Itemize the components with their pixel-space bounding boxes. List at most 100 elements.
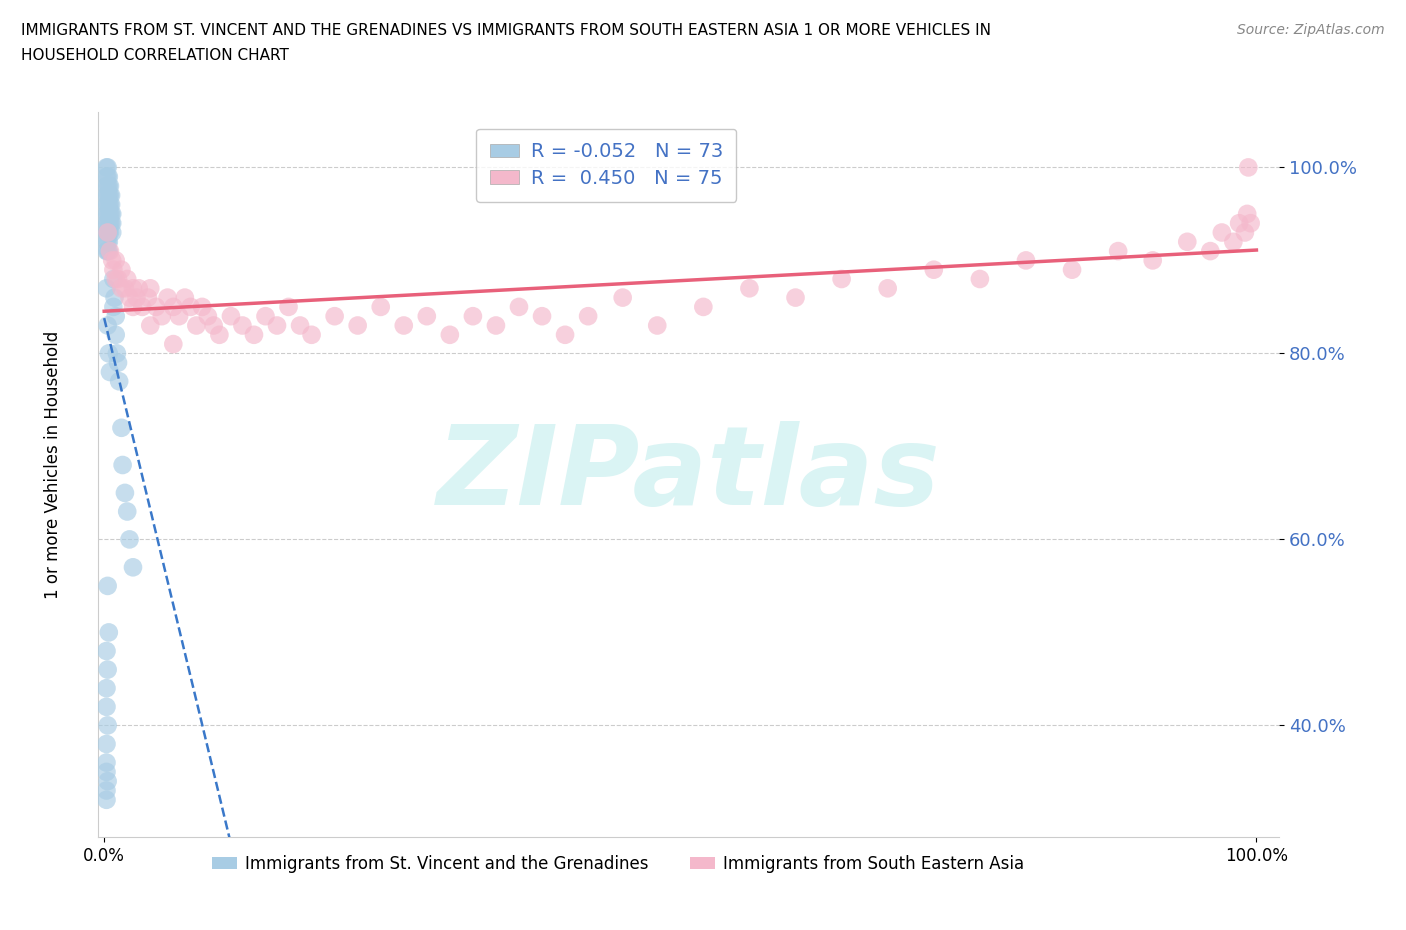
Point <box>118 290 141 305</box>
Point <box>485 318 508 333</box>
Point <box>576 309 599 324</box>
Point <box>231 318 253 333</box>
Point <box>97 216 120 231</box>
Point <box>136 290 159 305</box>
Point <box>266 318 288 333</box>
Point <box>97 244 120 259</box>
Point <box>1236 206 1258 221</box>
Point <box>122 560 145 575</box>
Point <box>103 272 125 286</box>
Point <box>202 318 225 333</box>
Point <box>118 532 141 547</box>
Point <box>692 299 714 314</box>
Point <box>738 281 761 296</box>
Point <box>96 216 118 231</box>
Point <box>97 718 120 733</box>
Point <box>97 225 120 240</box>
Point <box>110 420 132 435</box>
Point <box>96 699 118 714</box>
Point <box>301 327 323 342</box>
Point <box>508 299 530 314</box>
Point <box>98 216 121 231</box>
Point <box>1142 253 1164 268</box>
Point <box>103 262 125 277</box>
Point <box>831 272 853 286</box>
Point <box>97 662 120 677</box>
Point <box>111 458 134 472</box>
Point <box>97 206 120 221</box>
Point <box>96 234 118 249</box>
Point <box>96 783 118 798</box>
Point <box>96 755 118 770</box>
Point <box>876 281 898 296</box>
Point <box>180 299 202 314</box>
Point <box>1233 225 1256 240</box>
Point <box>531 309 554 324</box>
Legend: Immigrants from St. Vincent and the Grenadines, Immigrants from South Eastern As: Immigrants from St. Vincent and the Gren… <box>205 848 1031 880</box>
Point <box>101 206 124 221</box>
Point <box>97 225 120 240</box>
Text: HOUSEHOLD CORRELATION CHART: HOUSEHOLD CORRELATION CHART <box>21 48 290 63</box>
Point <box>97 225 120 240</box>
Point <box>100 216 122 231</box>
Point <box>97 625 120 640</box>
Point <box>156 290 179 305</box>
Point <box>98 197 121 212</box>
Point <box>969 272 991 286</box>
Point <box>103 299 125 314</box>
Point <box>114 281 136 296</box>
Point <box>370 299 392 314</box>
Point <box>162 299 184 314</box>
Point <box>439 327 461 342</box>
Text: Source: ZipAtlas.com: Source: ZipAtlas.com <box>1237 23 1385 37</box>
Point <box>97 179 120 193</box>
Point <box>97 346 120 361</box>
Point <box>1227 216 1250 231</box>
Point <box>612 290 634 305</box>
Point <box>97 216 120 231</box>
Point <box>96 188 118 203</box>
Text: 1 or more Vehicles in Household: 1 or more Vehicles in Household <box>45 331 62 599</box>
Point <box>186 318 208 333</box>
Point <box>100 188 122 203</box>
Point <box>122 281 145 296</box>
Point <box>97 188 120 203</box>
Text: ZIPatlas: ZIPatlas <box>437 420 941 528</box>
Point <box>1237 160 1260 175</box>
Point <box>96 206 118 221</box>
Point <box>96 197 118 212</box>
Point <box>125 290 148 305</box>
Point <box>288 318 311 333</box>
Point <box>785 290 807 305</box>
Point <box>97 188 120 203</box>
Point <box>1060 262 1083 277</box>
Point <box>97 169 120 184</box>
Point <box>100 197 122 212</box>
Point <box>97 197 120 212</box>
Point <box>131 299 153 314</box>
Point <box>197 309 219 324</box>
Point <box>97 197 120 212</box>
Point <box>104 309 127 324</box>
Point <box>97 234 120 249</box>
Point <box>219 309 242 324</box>
Point <box>645 318 668 333</box>
Point <box>554 327 576 342</box>
Point <box>1107 244 1129 259</box>
Point <box>115 504 138 519</box>
Point <box>96 169 118 184</box>
Point <box>97 160 120 175</box>
Point <box>114 485 136 500</box>
Point <box>101 216 124 231</box>
Point <box>128 281 150 296</box>
Point <box>96 225 118 240</box>
Point <box>139 281 162 296</box>
Point <box>98 225 121 240</box>
Point <box>1015 253 1038 268</box>
Point <box>1211 225 1233 240</box>
Point <box>254 309 277 324</box>
Point <box>105 346 128 361</box>
Point <box>96 244 118 259</box>
Point <box>277 299 299 314</box>
Point <box>104 327 127 342</box>
